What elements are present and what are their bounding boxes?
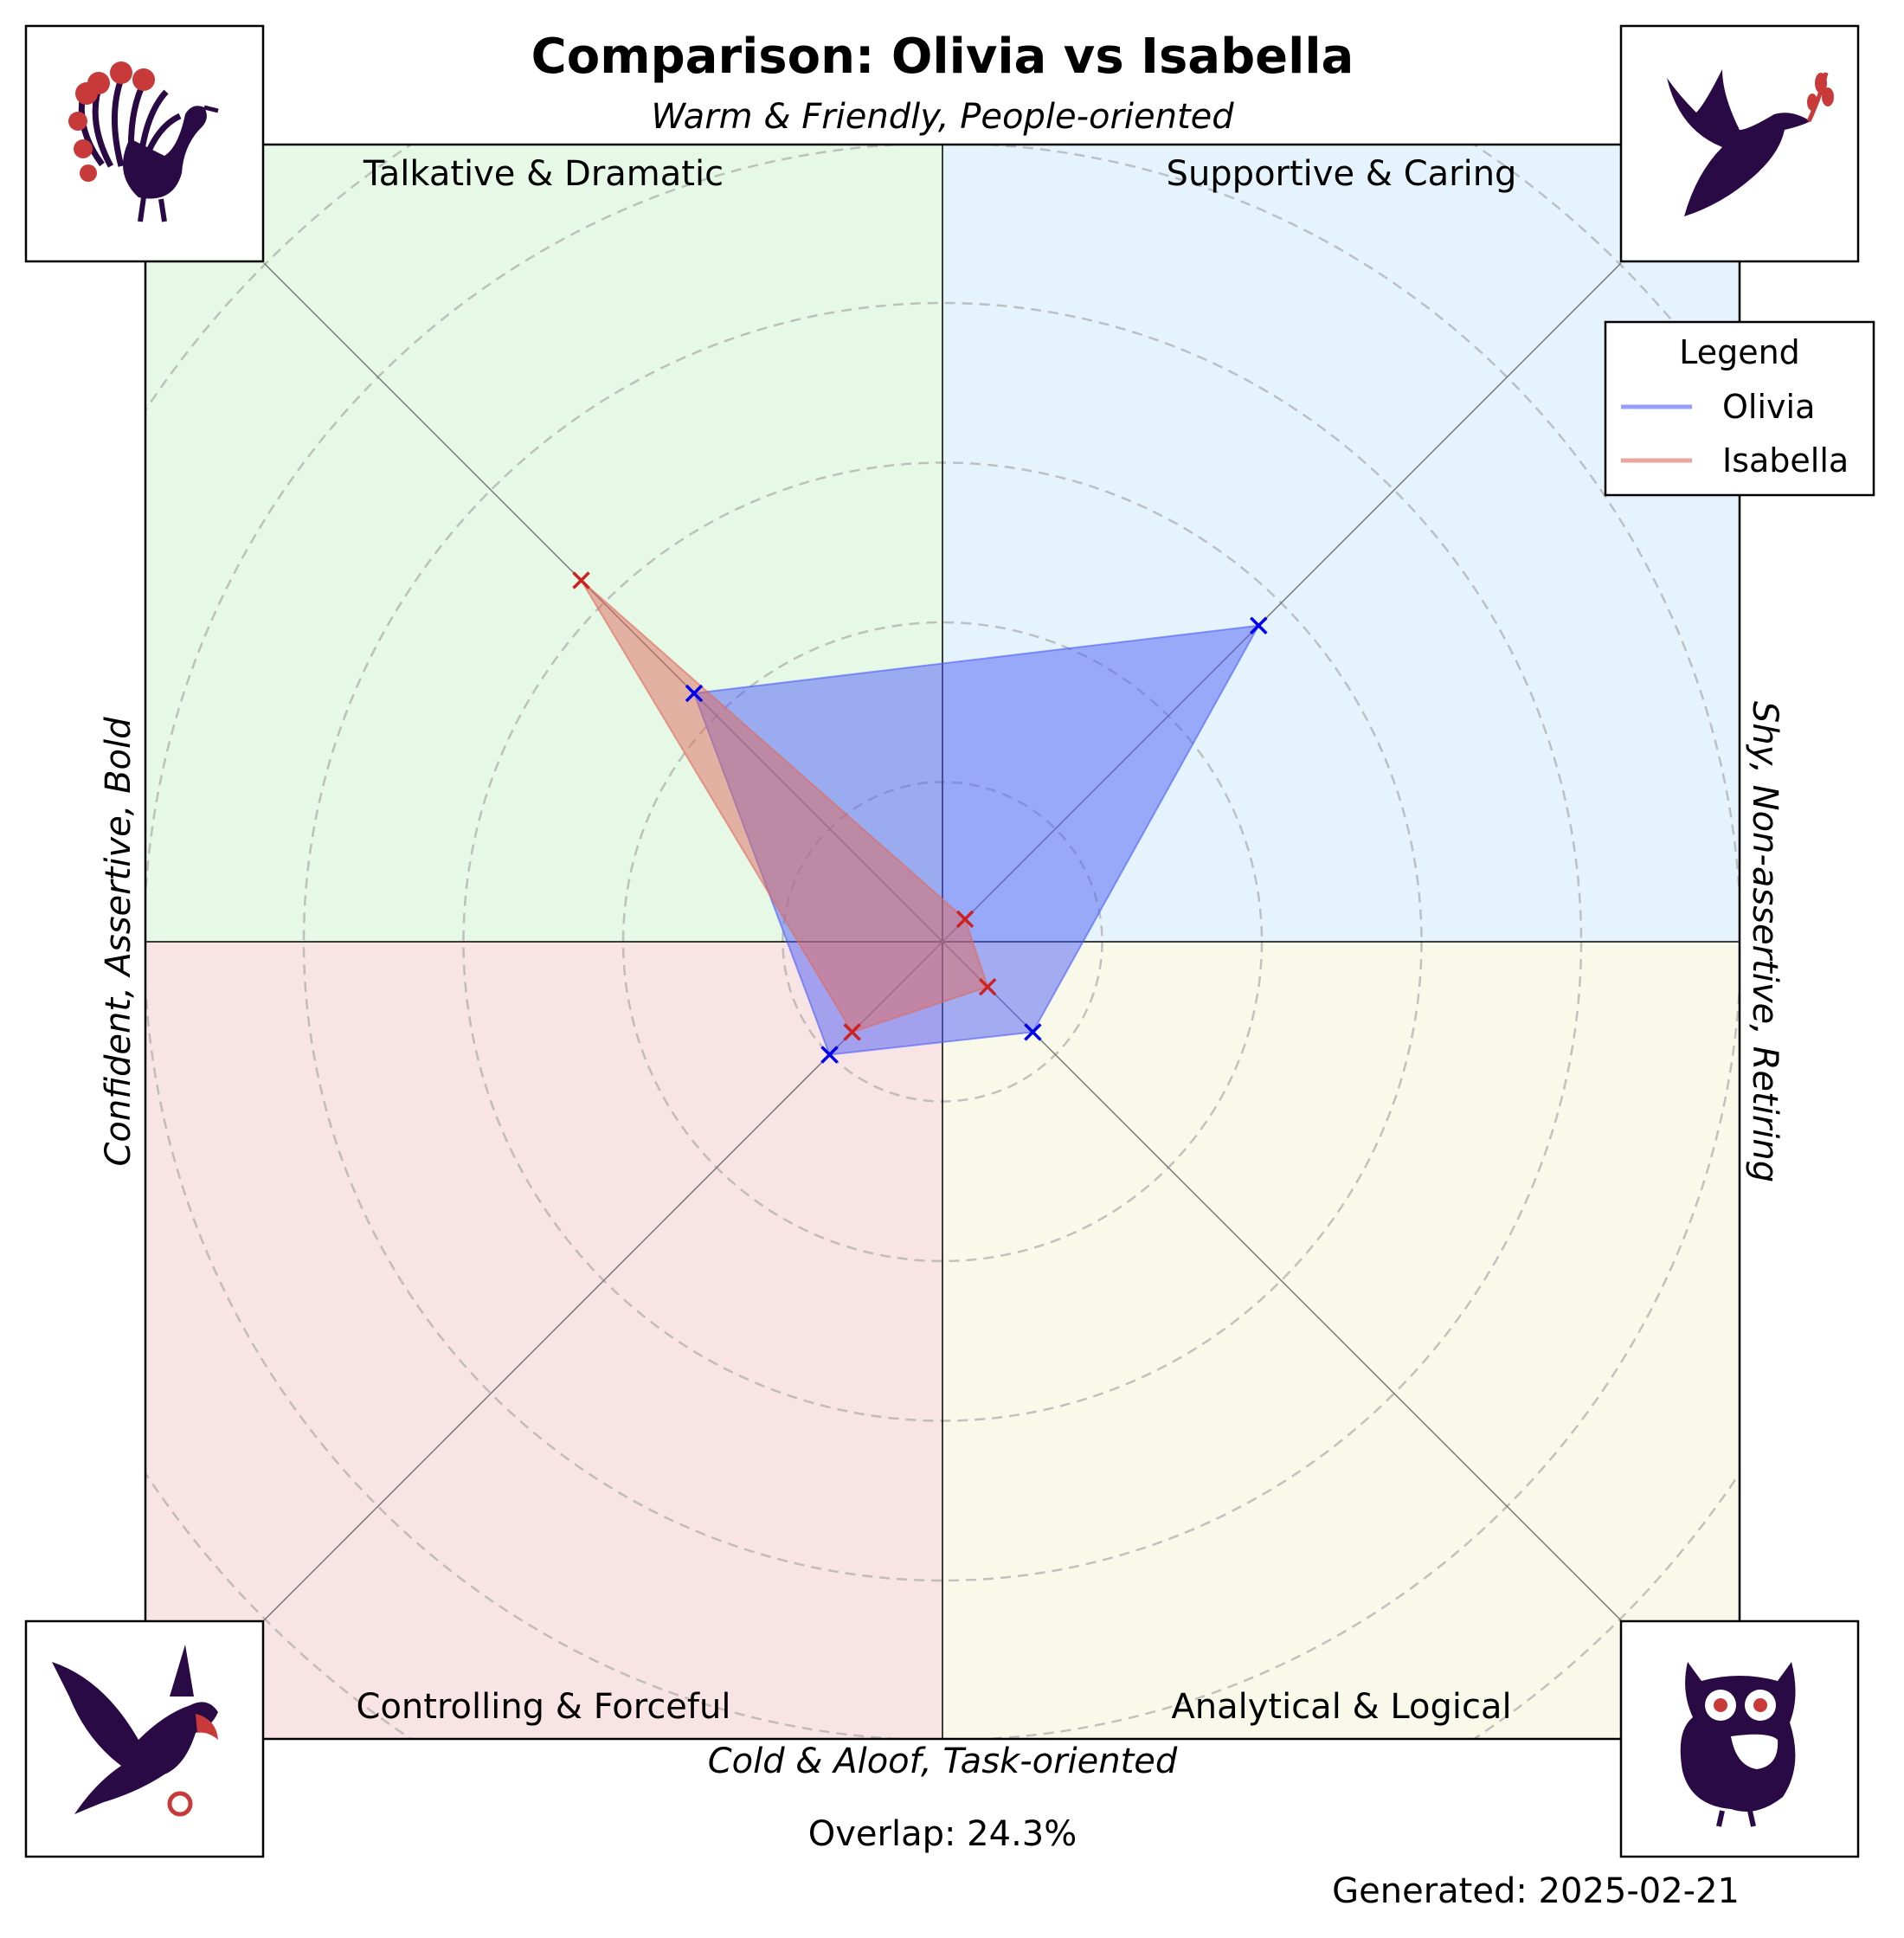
legend-label-olivia: Olivia [1722,388,1815,426]
axis-label-right: Shy, Non-assertive, Retiring [1745,701,1785,1182]
data-point-olivia [1250,616,1268,634]
series-layer [572,571,1268,1064]
dove-icon-box [1619,24,1860,263]
quadrant-label-supportive: Supportive & Caring [1167,154,1517,194]
chart-title: Comparison: Olivia vs Isabella [531,29,1354,85]
overlap-text: Overlap: 24.3% [808,1814,1077,1854]
legend: Legend Olivia Isabella [1604,320,1875,497]
legend-label-isabella: Isabella [1722,441,1849,480]
quadrant-label-controlling: Controlling & Forceful [357,1687,731,1727]
data-point-isabella [978,977,997,996]
data-point-olivia [820,1046,839,1064]
owl-icon [1680,1662,1796,1827]
legend-title: Legend [1679,333,1800,371]
data-point-isabella [843,1023,861,1041]
eagle-icon [52,1645,218,1817]
axis-label-bottom: Cold & Aloof, Task-oriented [708,1742,1178,1781]
data-point-isabella [572,571,590,589]
eagle-icon-box [24,1619,265,1858]
data-point-olivia [685,684,704,703]
peacock-icon [68,61,219,222]
axis-label-top: Warm & Friendly, People-oriented [651,97,1234,137]
data-point-isabella [955,910,975,929]
data-point-olivia [1024,1023,1042,1041]
dove-icon [1667,69,1834,216]
peacock-icon-box [24,24,265,263]
quadrant-label-talkative: Talkative & Dramatic [363,154,724,194]
quadrant-label-analytical: Analytical & Logical [1171,1687,1511,1727]
axis-label-left: Confident, Assertive, Bold [99,717,138,1167]
generated-date-text: Generated: 2025-02-21 [1332,1871,1740,1911]
owl-icon-box [1619,1619,1860,1858]
plot-frame [144,143,1741,1741]
